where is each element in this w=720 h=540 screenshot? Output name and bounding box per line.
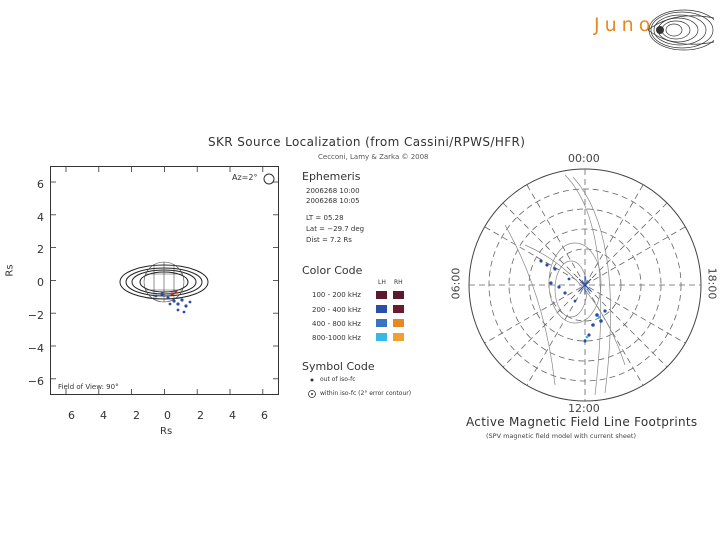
color-swatch bbox=[393, 291, 404, 299]
color-swatch bbox=[393, 333, 404, 341]
x-tick-label: 4 bbox=[229, 409, 236, 422]
x-tick-label: 2 bbox=[133, 409, 140, 422]
dot-symbol-icon bbox=[310, 378, 314, 382]
polar-caption: Active Magnetic Field Line Footprints bbox=[466, 415, 698, 429]
color-code-label: 400 - 800 kHz bbox=[312, 320, 361, 328]
color-swatch bbox=[376, 333, 387, 341]
left-x-axis-label: Rs bbox=[160, 426, 173, 437]
left-plot-frame bbox=[50, 166, 279, 395]
color-swatch bbox=[393, 305, 404, 313]
polar-label-top: 00:00 bbox=[568, 152, 600, 165]
ephemeris-line: Lat = −29.7 deg bbox=[306, 225, 365, 233]
figure-title: SKR Source Localization (from Cassini/RP… bbox=[208, 135, 526, 149]
juno-magnetosphere-icon bbox=[647, 9, 714, 51]
color-swatch bbox=[393, 319, 404, 327]
color-swatch bbox=[376, 305, 387, 313]
color-code-label: 200 - 400 kHz bbox=[312, 306, 361, 314]
y-tick-label: 6 bbox=[37, 178, 44, 191]
ephemeris-heading: Ephemeris bbox=[302, 170, 361, 183]
polar-caption-sub: (SPV magnetic field model with current s… bbox=[486, 432, 637, 440]
figure-credit: Cecconi, Lamy & Zarka © 2008 bbox=[318, 153, 429, 161]
x-tick-label: 2 bbox=[197, 409, 204, 422]
y-tick-label: 0 bbox=[37, 276, 44, 289]
field-of-view-label: Field of View: 90° bbox=[58, 383, 119, 391]
y-tick-label: −4 bbox=[27, 342, 44, 355]
polar-label-left: 06:00 bbox=[449, 267, 463, 300]
ephemeris-line: 2006268 10:00 bbox=[306, 187, 360, 195]
color-code-label: 100 - 200 kHz bbox=[312, 291, 361, 299]
polar-footprint-map bbox=[468, 168, 702, 402]
left-y-axis-label: Rs bbox=[4, 264, 16, 277]
color-swatch bbox=[376, 291, 387, 299]
x-tick-label: 4 bbox=[100, 409, 107, 422]
ephemeris-line: 2006268 10:05 bbox=[306, 197, 360, 205]
symbol-code-line: within iso-fc (2° error contour) bbox=[320, 390, 412, 397]
x-tick-label: 6 bbox=[68, 409, 75, 422]
ephemeris-line: LT = 05.28 bbox=[306, 214, 344, 222]
rh-column-header: RH bbox=[394, 279, 403, 286]
x-tick-label: 0 bbox=[164, 409, 171, 422]
contour-symbol-icon bbox=[308, 390, 316, 398]
y-tick-label: −6 bbox=[27, 375, 44, 388]
symbol-code-line: out of iso-fc bbox=[320, 376, 356, 383]
y-tick-label: −2 bbox=[27, 309, 44, 322]
symbol-code-heading: Symbol Code bbox=[302, 360, 375, 373]
color-code-label: 800-1000 kHz bbox=[312, 334, 361, 342]
y-tick-label: 2 bbox=[37, 243, 44, 256]
x-tick-label: 6 bbox=[261, 409, 268, 422]
view-direction-icon bbox=[263, 173, 275, 185]
color-swatch bbox=[376, 319, 387, 327]
y-tick-label: 4 bbox=[37, 211, 44, 224]
polar-label-bottom: 12:00 bbox=[568, 402, 600, 415]
juno-logo-text: Juno bbox=[594, 14, 656, 36]
ephemeris-line: Dist = 7.2 Rs bbox=[306, 236, 352, 244]
polar-label-right: 18:00 bbox=[705, 267, 719, 300]
color-code-heading: Color Code bbox=[302, 264, 363, 277]
lh-column-header: LH bbox=[378, 279, 386, 286]
az-el-readout: Az=2° bbox=[232, 173, 258, 182]
